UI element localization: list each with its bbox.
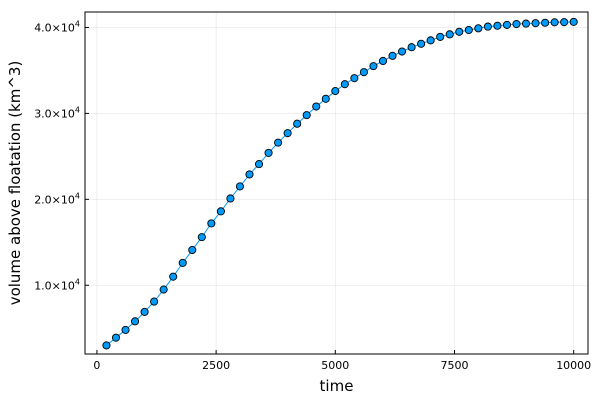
data-point bbox=[369, 62, 378, 71]
data-point bbox=[417, 39, 426, 48]
data-point bbox=[388, 51, 397, 60]
y-axis-label: volume above floatation (km^3) bbox=[6, 61, 24, 306]
data-point bbox=[426, 36, 435, 45]
data-point bbox=[541, 18, 550, 27]
data-point bbox=[340, 80, 349, 89]
data-point bbox=[302, 111, 311, 120]
x-tick-label: 10000 bbox=[556, 359, 591, 372]
data-point bbox=[569, 17, 578, 26]
data-point bbox=[188, 245, 197, 255]
data-point bbox=[293, 119, 302, 128]
data-point bbox=[378, 56, 388, 66]
data-point bbox=[521, 19, 531, 28]
data-point bbox=[111, 333, 121, 342]
data-point bbox=[531, 19, 540, 28]
data-point bbox=[550, 18, 559, 27]
x-tick-label: 2500 bbox=[202, 359, 230, 372]
y-tick-label: 1.0×104 bbox=[34, 277, 80, 292]
data-point bbox=[150, 297, 159, 306]
data-point bbox=[445, 30, 454, 39]
data-point bbox=[197, 233, 206, 242]
x-axis-label: time bbox=[320, 377, 354, 395]
data-point bbox=[560, 18, 569, 27]
data-point bbox=[502, 20, 511, 29]
data-point bbox=[350, 74, 359, 83]
grid-lines bbox=[85, 12, 588, 354]
plot-frame bbox=[84, 11, 589, 355]
data-point bbox=[245, 170, 254, 179]
data-point bbox=[131, 317, 140, 326]
data-point bbox=[274, 138, 283, 147]
data-point bbox=[207, 219, 216, 228]
series-line bbox=[106, 21, 574, 346]
data-point bbox=[178, 258, 187, 267]
data-point bbox=[331, 87, 340, 96]
data-point bbox=[283, 129, 292, 138]
data-point bbox=[464, 25, 473, 35]
data-point bbox=[216, 207, 225, 216]
y-tick-label: 2.0×104 bbox=[34, 191, 80, 206]
data-point bbox=[493, 21, 502, 30]
data-point bbox=[264, 148, 273, 157]
data-point bbox=[436, 32, 445, 41]
data-point bbox=[474, 24, 483, 33]
data-point bbox=[407, 43, 416, 52]
data-point bbox=[235, 182, 245, 191]
axis-ticks: 0 2500 5000 7500 10000 1.0×104 2.0×104 3.0×104 4… bbox=[34, 19, 591, 372]
data-point bbox=[359, 68, 368, 77]
y-tick-label: 4.0×104 bbox=[34, 19, 80, 34]
data-point bbox=[169, 272, 178, 281]
x-tick-label: 7500 bbox=[441, 359, 469, 372]
data-point bbox=[483, 22, 492, 31]
data-point bbox=[254, 160, 264, 169]
data-point bbox=[312, 102, 321, 111]
data-point bbox=[140, 307, 149, 316]
data-point bbox=[398, 47, 407, 56]
y-tick-label: 3.0×104 bbox=[34, 105, 80, 120]
data-point bbox=[102, 341, 111, 350]
data-point bbox=[455, 27, 464, 36]
data-point bbox=[121, 325, 130, 334]
data-point bbox=[159, 285, 168, 294]
data-series bbox=[102, 17, 578, 350]
data-point bbox=[321, 94, 330, 103]
data-point bbox=[512, 19, 521, 29]
data-point bbox=[226, 194, 235, 203]
x-tick-label: 0 bbox=[93, 359, 100, 372]
x-tick-label: 5000 bbox=[321, 359, 349, 372]
